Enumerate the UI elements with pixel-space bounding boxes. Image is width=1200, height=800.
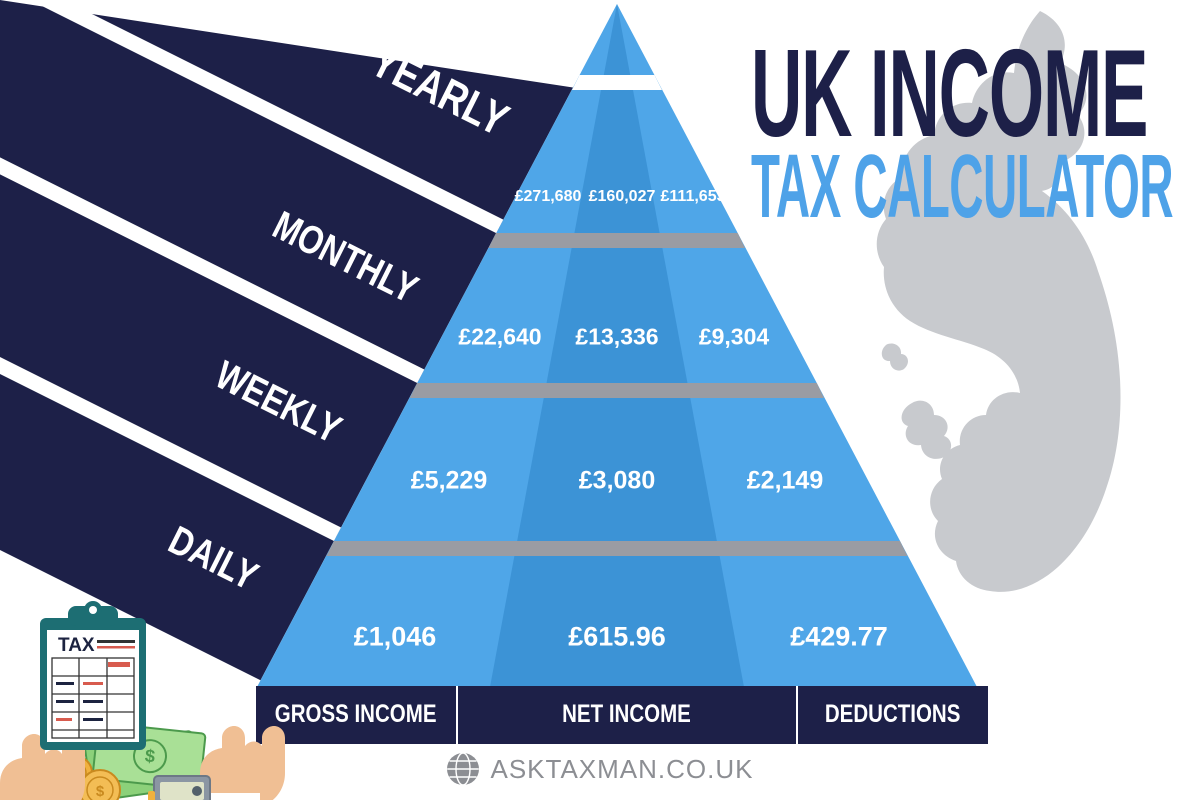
svg-text:TAX: TAX <box>58 635 95 656</box>
